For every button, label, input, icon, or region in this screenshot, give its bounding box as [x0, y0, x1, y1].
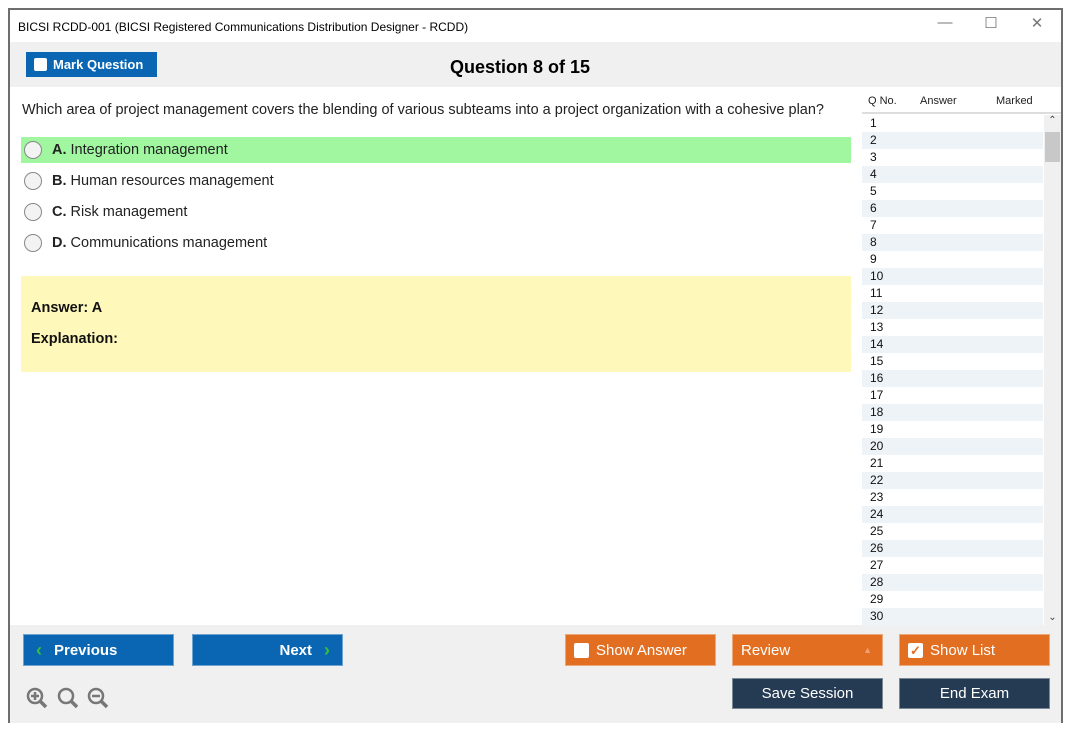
list-rows: 1 2 3 4 5 6 7 8 9 10 11 12 13 14 15 16 17 18 19 20 21 22 23 24 2…: [862, 115, 1043, 625]
list-row[interactable]: 16: [862, 370, 1043, 387]
list-row[interactable]: 29: [870, 592, 884, 606]
list-row[interactable]: 12: [862, 302, 1043, 319]
radio-icon[interactable]: [24, 172, 42, 190]
radio-icon[interactable]: [24, 203, 42, 221]
list-row[interactable]: 21: [870, 456, 884, 470]
maximize-icon[interactable]: ☐: [984, 15, 998, 32]
list-row[interactable]: 3: [870, 150, 877, 164]
option-text: Integration management: [70, 142, 228, 158]
list-row[interactable]: 19: [870, 422, 884, 436]
app-window: BICSI RCDD-001 (BICSI Registered Communi…: [8, 8, 1063, 723]
list-row[interactable]: 24: [862, 506, 1043, 523]
list-row[interactable]: 5: [870, 184, 877, 198]
explanation-label: Explanation:: [31, 331, 119, 347]
question-counter: Question 8 of 15: [450, 57, 591, 77]
list-row[interactable]: 6: [862, 200, 1043, 217]
list-row[interactable]: 13: [870, 320, 884, 334]
list-row[interactable]: 1: [870, 116, 877, 130]
list-row[interactable]: 15: [870, 354, 884, 368]
option-letter: B.: [52, 173, 67, 189]
zoom-reset-icon[interactable]: [57, 687, 79, 709]
zoom-in-icon[interactable]: [26, 687, 48, 709]
list-row[interactable]: 27: [870, 558, 884, 572]
show-answer-label: Show Answer: [596, 641, 687, 659]
list-row[interactable]: 4: [862, 166, 1043, 183]
window-title: BICSI RCDD-001 (BICSI Registered Communi…: [18, 20, 469, 34]
mark-question-button[interactable]: Mark Question: [26, 52, 157, 77]
next-label: Next: [279, 641, 312, 659]
minimize-icon[interactable]: —: [937, 14, 953, 31]
show-answer-button[interactable]: Show Answer: [565, 634, 716, 666]
list-row[interactable]: 28: [862, 574, 1043, 591]
question-list: Q No. Answer Marked 1 2 3 4 5 6 7 8 9 10 11 12 13 14 1…: [862, 87, 1061, 625]
show-list-button[interactable]: ✓ Show List: [899, 634, 1050, 666]
toolbar: Mark Question Question 8 of 15: [10, 42, 1061, 87]
answer-label: Answer: A: [31, 300, 103, 316]
checkbox-icon: [574, 642, 589, 658]
list-row[interactable]: 7: [870, 218, 877, 232]
list-row[interactable]: 2: [862, 132, 1043, 149]
option-d[interactable]: D. Communications management: [21, 230, 851, 256]
list-row[interactable]: 20: [862, 438, 1043, 455]
bottom-bar: ‹ Previous Next › Show Answer Review ▲ ✓ Sho…: [10, 625, 1061, 723]
save-session-button[interactable]: Save Session: [732, 678, 883, 709]
chevron-right-icon: ›: [324, 639, 330, 660]
mark-question-label: Mark Question: [53, 57, 144, 72]
option-letter: D.: [52, 235, 67, 251]
next-button[interactable]: Next ›: [192, 634, 343, 666]
option-text: Communications management: [70, 235, 268, 251]
list-row[interactable]: 22: [862, 472, 1043, 489]
list-row[interactable]: 10: [862, 268, 1043, 285]
list-row[interactable]: 18: [862, 404, 1043, 421]
scroll-thumb[interactable]: [1045, 132, 1060, 162]
list-row[interactable]: 25: [870, 524, 884, 538]
list-row[interactable]: 8: [862, 234, 1043, 251]
option-text: Risk management: [70, 204, 188, 220]
header-qno: Q No.: [868, 95, 897, 107]
scrollbar[interactable]: ⌃ ⌄: [1044, 115, 1061, 625]
checkbox-checked-icon: ✓: [908, 642, 923, 658]
list-row[interactable]: 30: [862, 608, 1043, 625]
answer-panel: Answer: A Explanation:: [21, 276, 851, 372]
title-bar: BICSI RCDD-001 (BICSI Registered Communi…: [10, 10, 1061, 42]
option-a[interactable]: A. Integration management: [21, 137, 851, 163]
header-answer: Answer: [920, 95, 957, 107]
previous-button[interactable]: ‹ Previous: [23, 634, 174, 666]
list-header: Q No. Answer Marked: [862, 87, 1061, 114]
option-b[interactable]: B. Human resources management: [21, 168, 851, 194]
list-row[interactable]: 11: [870, 286, 883, 300]
header-marked: Marked: [996, 95, 1033, 107]
end-exam-button[interactable]: End Exam: [899, 678, 1050, 709]
option-letter: A.: [52, 142, 67, 158]
radio-icon[interactable]: [24, 234, 42, 252]
list-row[interactable]: 9: [870, 252, 877, 266]
question-text: Which area of project management covers …: [22, 102, 824, 118]
option-c[interactable]: C. Risk management: [21, 199, 851, 225]
previous-label: Previous: [54, 641, 118, 659]
close-icon[interactable]: ✕: [1030, 15, 1044, 32]
caret-up-icon: ▲: [863, 645, 872, 655]
list-row[interactable]: 23: [870, 490, 884, 504]
chevron-left-icon: ‹: [36, 639, 42, 660]
scroll-up-icon[interactable]: ⌃: [1048, 115, 1057, 126]
list-row[interactable]: 14: [862, 336, 1043, 353]
option-letter: C.: [52, 204, 67, 220]
zoom-out-icon[interactable]: [87, 687, 109, 709]
zoom-controls: [26, 687, 109, 709]
list-row[interactable]: 26: [862, 540, 1043, 557]
option-text: Human resources management: [70, 173, 274, 189]
show-list-label: Show List: [930, 641, 996, 659]
radio-icon[interactable]: [24, 141, 42, 159]
review-dropdown[interactable]: Review ▲: [732, 634, 883, 666]
review-label: Review: [741, 641, 791, 659]
checkbox-icon: [34, 58, 47, 71]
list-row[interactable]: 17: [870, 388, 884, 402]
scroll-down-icon[interactable]: ⌄: [1048, 612, 1057, 623]
